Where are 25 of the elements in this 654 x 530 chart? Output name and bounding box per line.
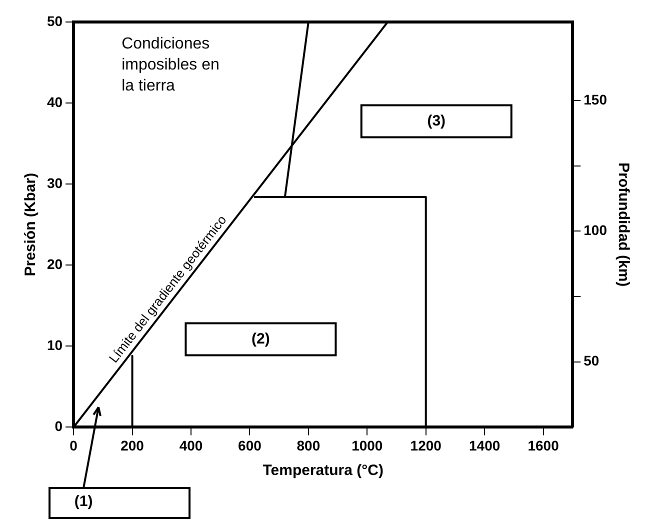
y2-tick-label: 150 <box>584 91 608 108</box>
x-tick-label: 400 <box>179 437 203 454</box>
text: (1) <box>74 493 93 510</box>
y-tick-label: 10 <box>46 337 63 354</box>
y-tick-label: 40 <box>46 94 63 110</box>
x-tick-label: 600 <box>238 437 262 454</box>
annotation: Condiciones imposibles en la tierra <box>122 35 220 94</box>
y-tick-label: 30 <box>46 174 63 191</box>
x-tick-label: 1600 <box>528 437 560 454</box>
y2-tick-label: 50 <box>584 352 600 369</box>
y-tick-label: 20 <box>46 256 63 272</box>
x-tick-label: 200 <box>120 437 144 454</box>
annotation: (3) <box>427 112 446 130</box>
x-tick-label: 0 <box>70 437 78 454</box>
x-tick-label: 1400 <box>468 437 500 454</box>
x-tick-label: 1200 <box>410 437 442 454</box>
x-tick-label: 1000 <box>352 437 383 454</box>
y2-axis-title: Profundidad (km) <box>614 162 632 287</box>
annotation: (2) <box>252 330 270 348</box>
y-axis-title: Presión (Kbar) <box>22 172 40 276</box>
x-axis-title: Temperatura (°C) <box>262 462 384 480</box>
y-tick-label: 0 <box>54 418 63 434</box>
y2-tick-label: 100 <box>584 222 608 238</box>
y-tick-label: 50 <box>46 12 63 29</box>
x-tick-label: 800 <box>296 437 320 454</box>
